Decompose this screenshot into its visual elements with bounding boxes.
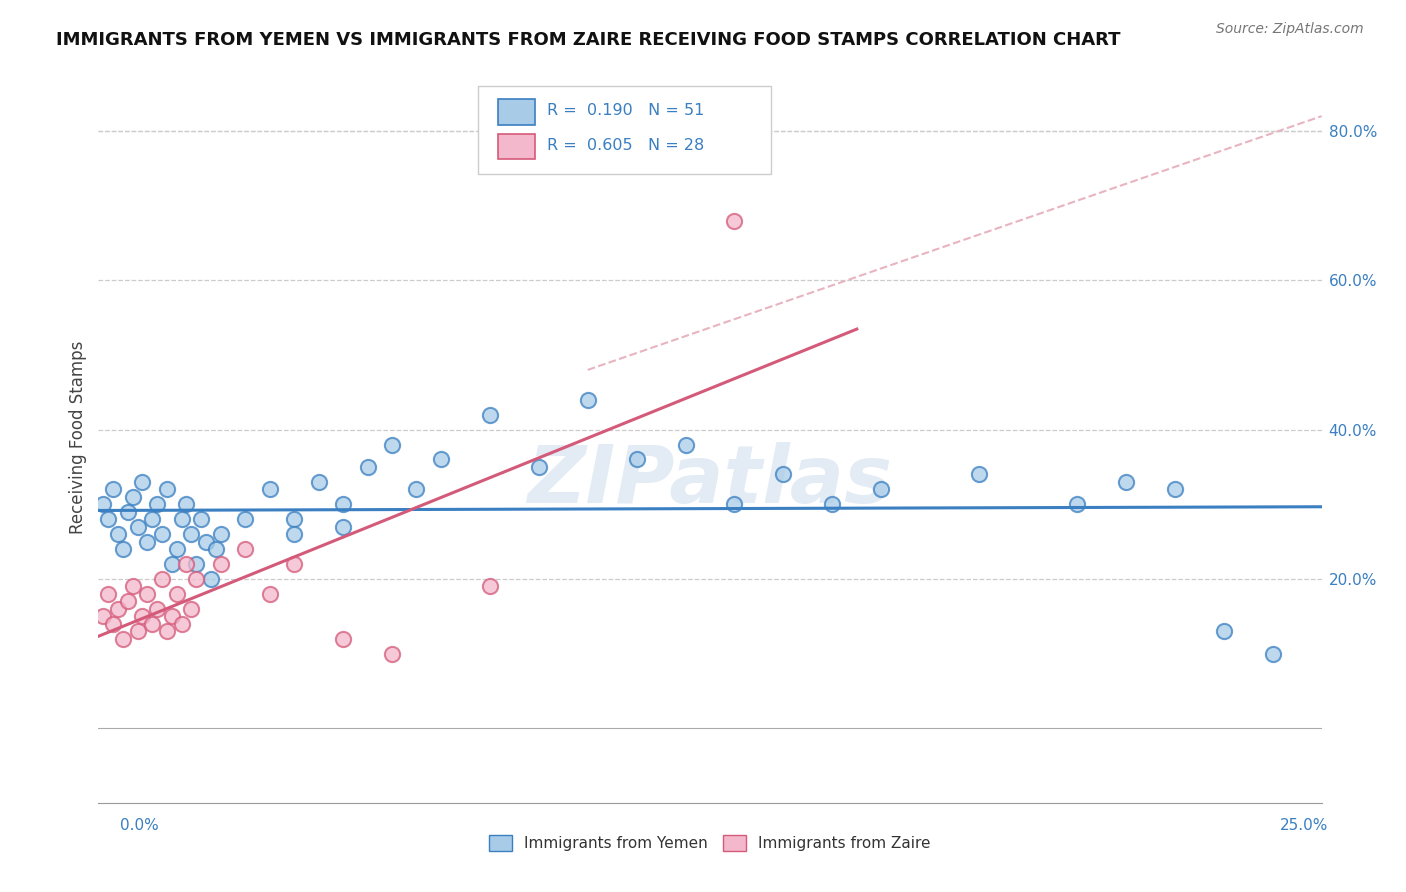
Point bbox=[111, 632, 134, 646]
Point bbox=[101, 483, 124, 497]
Point bbox=[967, 467, 990, 482]
Point bbox=[527, 459, 550, 474]
FancyBboxPatch shape bbox=[498, 134, 536, 159]
Point bbox=[150, 572, 173, 586]
Point bbox=[127, 624, 149, 639]
Point bbox=[150, 527, 173, 541]
Text: 0.0%: 0.0% bbox=[120, 818, 159, 832]
Text: ZIPatlas: ZIPatlas bbox=[527, 442, 893, 520]
Point bbox=[259, 587, 281, 601]
Point bbox=[160, 609, 183, 624]
Point bbox=[176, 557, 198, 571]
Point bbox=[332, 519, 354, 533]
Legend: Immigrants from Yemen, Immigrants from Zaire: Immigrants from Yemen, Immigrants from Z… bbox=[484, 830, 936, 857]
Point bbox=[97, 587, 120, 601]
Point bbox=[478, 579, 501, 593]
Point bbox=[190, 512, 212, 526]
Point bbox=[117, 505, 139, 519]
Point bbox=[332, 632, 354, 646]
Point bbox=[821, 497, 844, 511]
Point bbox=[166, 542, 188, 557]
Point bbox=[146, 497, 169, 511]
Point bbox=[233, 542, 256, 557]
Point bbox=[870, 483, 893, 497]
FancyBboxPatch shape bbox=[478, 86, 772, 174]
Point bbox=[136, 587, 159, 601]
Point bbox=[259, 483, 281, 497]
Point bbox=[127, 519, 149, 533]
Point bbox=[141, 616, 163, 631]
Point bbox=[381, 437, 404, 451]
Y-axis label: Receiving Food Stamps: Receiving Food Stamps bbox=[69, 341, 87, 533]
Point bbox=[478, 408, 501, 422]
Point bbox=[723, 497, 745, 511]
Point bbox=[131, 609, 153, 624]
Point bbox=[1066, 497, 1088, 511]
Point bbox=[121, 579, 143, 593]
Point bbox=[101, 616, 124, 631]
Point bbox=[1261, 647, 1284, 661]
Point bbox=[136, 534, 159, 549]
Point bbox=[723, 213, 745, 227]
Point bbox=[186, 557, 208, 571]
Point bbox=[209, 557, 232, 571]
Point bbox=[332, 497, 354, 511]
Text: Source: ZipAtlas.com: Source: ZipAtlas.com bbox=[1216, 22, 1364, 37]
Point bbox=[626, 452, 648, 467]
Point bbox=[91, 609, 114, 624]
Point bbox=[283, 557, 305, 571]
Point bbox=[141, 512, 163, 526]
Point bbox=[176, 497, 198, 511]
Point bbox=[430, 452, 453, 467]
Point bbox=[772, 467, 794, 482]
Text: 25.0%: 25.0% bbox=[1281, 818, 1329, 832]
Point bbox=[209, 527, 232, 541]
Point bbox=[1212, 624, 1234, 639]
Point bbox=[146, 601, 169, 615]
Point bbox=[205, 542, 228, 557]
Point bbox=[180, 527, 202, 541]
Point bbox=[170, 512, 193, 526]
Text: R =  0.605   N = 28: R = 0.605 N = 28 bbox=[547, 137, 704, 153]
Point bbox=[111, 542, 134, 557]
Point bbox=[283, 512, 305, 526]
Point bbox=[1164, 483, 1187, 497]
Point bbox=[308, 475, 330, 489]
Point bbox=[186, 572, 208, 586]
Point bbox=[170, 616, 193, 631]
Point bbox=[156, 624, 179, 639]
Text: R =  0.190   N = 51: R = 0.190 N = 51 bbox=[547, 103, 704, 119]
Point bbox=[576, 392, 599, 407]
Point bbox=[233, 512, 256, 526]
FancyBboxPatch shape bbox=[498, 99, 536, 125]
Point bbox=[121, 490, 143, 504]
Point bbox=[200, 572, 222, 586]
Point bbox=[107, 527, 129, 541]
Point bbox=[1115, 475, 1137, 489]
Point bbox=[107, 601, 129, 615]
Point bbox=[91, 497, 114, 511]
Point bbox=[405, 483, 427, 497]
Point bbox=[675, 437, 697, 451]
Point bbox=[117, 594, 139, 608]
Point bbox=[381, 647, 404, 661]
Point bbox=[356, 459, 378, 474]
Point bbox=[160, 557, 183, 571]
Point bbox=[180, 601, 202, 615]
Point bbox=[97, 512, 120, 526]
Point bbox=[283, 527, 305, 541]
Point bbox=[131, 475, 153, 489]
Point bbox=[156, 483, 179, 497]
Point bbox=[195, 534, 218, 549]
Text: IMMIGRANTS FROM YEMEN VS IMMIGRANTS FROM ZAIRE RECEIVING FOOD STAMPS CORRELATION: IMMIGRANTS FROM YEMEN VS IMMIGRANTS FROM… bbox=[56, 31, 1121, 49]
Point bbox=[166, 587, 188, 601]
